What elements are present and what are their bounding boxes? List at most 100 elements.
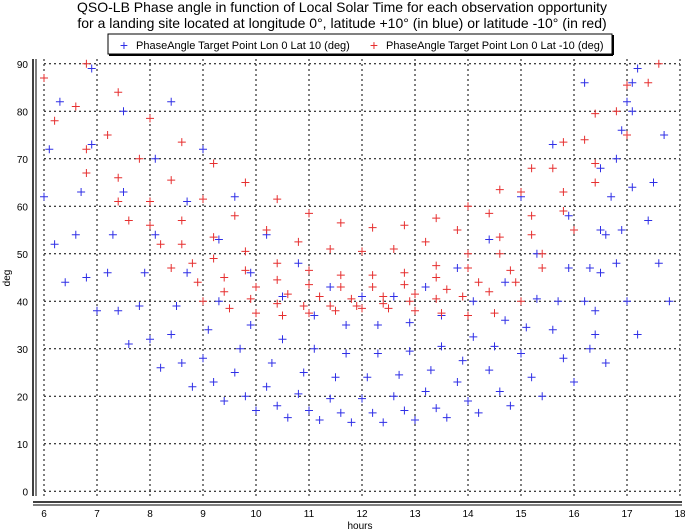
data-point [437,309,446,318]
data-point [241,247,250,256]
axes [32,59,682,506]
data-point [389,245,398,253]
data-point [358,292,366,301]
data-point [167,176,176,185]
data-point [411,416,419,424]
y-tick-label: 30 [17,345,29,356]
data-point [119,107,128,116]
data-point [87,64,96,73]
data-point [623,131,631,139]
data-point [124,216,133,225]
x-tick-label: 17 [621,509,633,520]
data-point [82,273,91,282]
data-point [183,268,192,277]
data-point [310,344,319,353]
series-1 [40,64,674,427]
y-tick-label: 60 [17,202,29,213]
data-point [93,306,101,315]
data-point [395,370,404,379]
data-point [644,78,653,87]
data-point [135,154,144,163]
data-point [146,197,154,206]
data-point [114,173,123,182]
data-point [331,306,340,315]
x-tick-label: 13 [409,509,421,520]
data-point [347,418,356,427]
data-point [299,302,308,310]
data-point [453,226,462,234]
data-point [315,292,324,301]
data-point [214,297,223,306]
data-point [241,392,250,401]
data-point [183,197,192,206]
data-point [294,237,303,246]
data-point [522,323,531,332]
data-point [87,140,96,149]
data-point [442,285,451,294]
data-point [363,373,372,382]
data-point [326,394,335,403]
y-tick-label: 0 [22,487,28,498]
data-point [379,418,388,427]
data-point [220,397,229,405]
data-point [167,264,176,272]
data-point [246,321,255,329]
data-point [326,245,335,253]
data-point [103,131,112,139]
data-point [71,102,80,111]
data-point [273,275,282,284]
data-point [368,283,377,291]
data-point [209,233,218,242]
data-point [501,316,510,325]
data-point [580,135,589,144]
data-point [400,406,409,415]
data-point [358,394,366,403]
data-point [305,280,313,289]
data-point [538,392,547,401]
data-point [585,344,594,353]
data-point [177,359,186,367]
data-point [485,209,494,218]
x-tick-label: 6 [41,509,47,520]
data-point [633,64,642,73]
data-point [612,154,621,163]
data-point [209,254,218,263]
data-point [607,192,616,201]
data-point [278,335,287,344]
data-point [167,330,176,339]
data-point [283,413,292,422]
data-point [188,259,197,268]
data-point [432,294,441,303]
data-point [580,297,589,306]
data-point [596,268,605,277]
data-point [511,278,520,287]
y-tick-label: 70 [17,155,29,166]
data-point [623,97,631,106]
data-point [437,342,446,351]
data-point [278,311,287,320]
data-point [71,230,80,239]
data-point [389,292,398,301]
data-point [548,164,557,173]
data-point [188,382,197,391]
data-point [527,373,536,382]
y-tick-label: 40 [17,297,29,308]
data-point [373,321,382,329]
data-point [151,230,160,239]
data-point [405,347,414,356]
data-point [469,332,478,341]
data-point [527,230,536,239]
data-point [358,247,366,256]
x-axis-label: hours [347,521,372,532]
data-point [252,309,260,318]
data-point [114,197,123,206]
data-point [421,237,430,246]
data-point [458,292,467,301]
data-point [591,159,600,168]
data-point [432,273,441,282]
data-point [146,335,154,344]
data-point [220,273,229,282]
data-point [336,218,345,227]
y-tick-label: 50 [17,250,29,261]
data-point [252,283,260,291]
